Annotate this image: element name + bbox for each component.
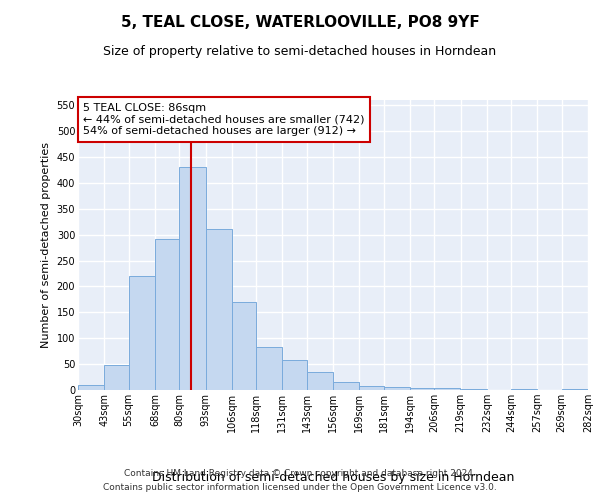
Bar [562, 389, 588, 390]
Bar [179, 168, 205, 390]
Text: Size of property relative to semi-detached houses in Horndean: Size of property relative to semi-detach… [103, 45, 497, 58]
Bar [78, 385, 104, 390]
X-axis label: Distribution of semi-detached houses by size in Horndean: Distribution of semi-detached houses by … [152, 471, 514, 484]
Text: 5 TEAL CLOSE: 86sqm
← 44% of semi-detached houses are smaller (742)
54% of semi-: 5 TEAL CLOSE: 86sqm ← 44% of semi-detach… [83, 103, 365, 136]
Bar [283, 360, 307, 390]
Y-axis label: Number of semi-detached properties: Number of semi-detached properties [41, 142, 51, 348]
Text: Contains public sector information licensed under the Open Government Licence v3: Contains public sector information licen… [103, 484, 497, 492]
Bar [511, 389, 538, 390]
Bar [359, 386, 383, 390]
Bar [128, 276, 155, 390]
Bar [434, 388, 461, 390]
Bar [383, 388, 410, 390]
Bar [256, 347, 283, 390]
Bar [461, 389, 487, 390]
Text: Contains HM Land Registry data © Crown copyright and database right 2024.: Contains HM Land Registry data © Crown c… [124, 468, 476, 477]
Bar [232, 302, 256, 390]
Bar [155, 240, 179, 390]
Bar [205, 229, 232, 390]
Text: 5, TEAL CLOSE, WATERLOOVILLE, PO8 9YF: 5, TEAL CLOSE, WATERLOOVILLE, PO8 9YF [121, 15, 479, 30]
Bar [410, 388, 434, 390]
Bar [104, 365, 128, 390]
Bar [333, 382, 359, 390]
Bar [307, 372, 333, 390]
